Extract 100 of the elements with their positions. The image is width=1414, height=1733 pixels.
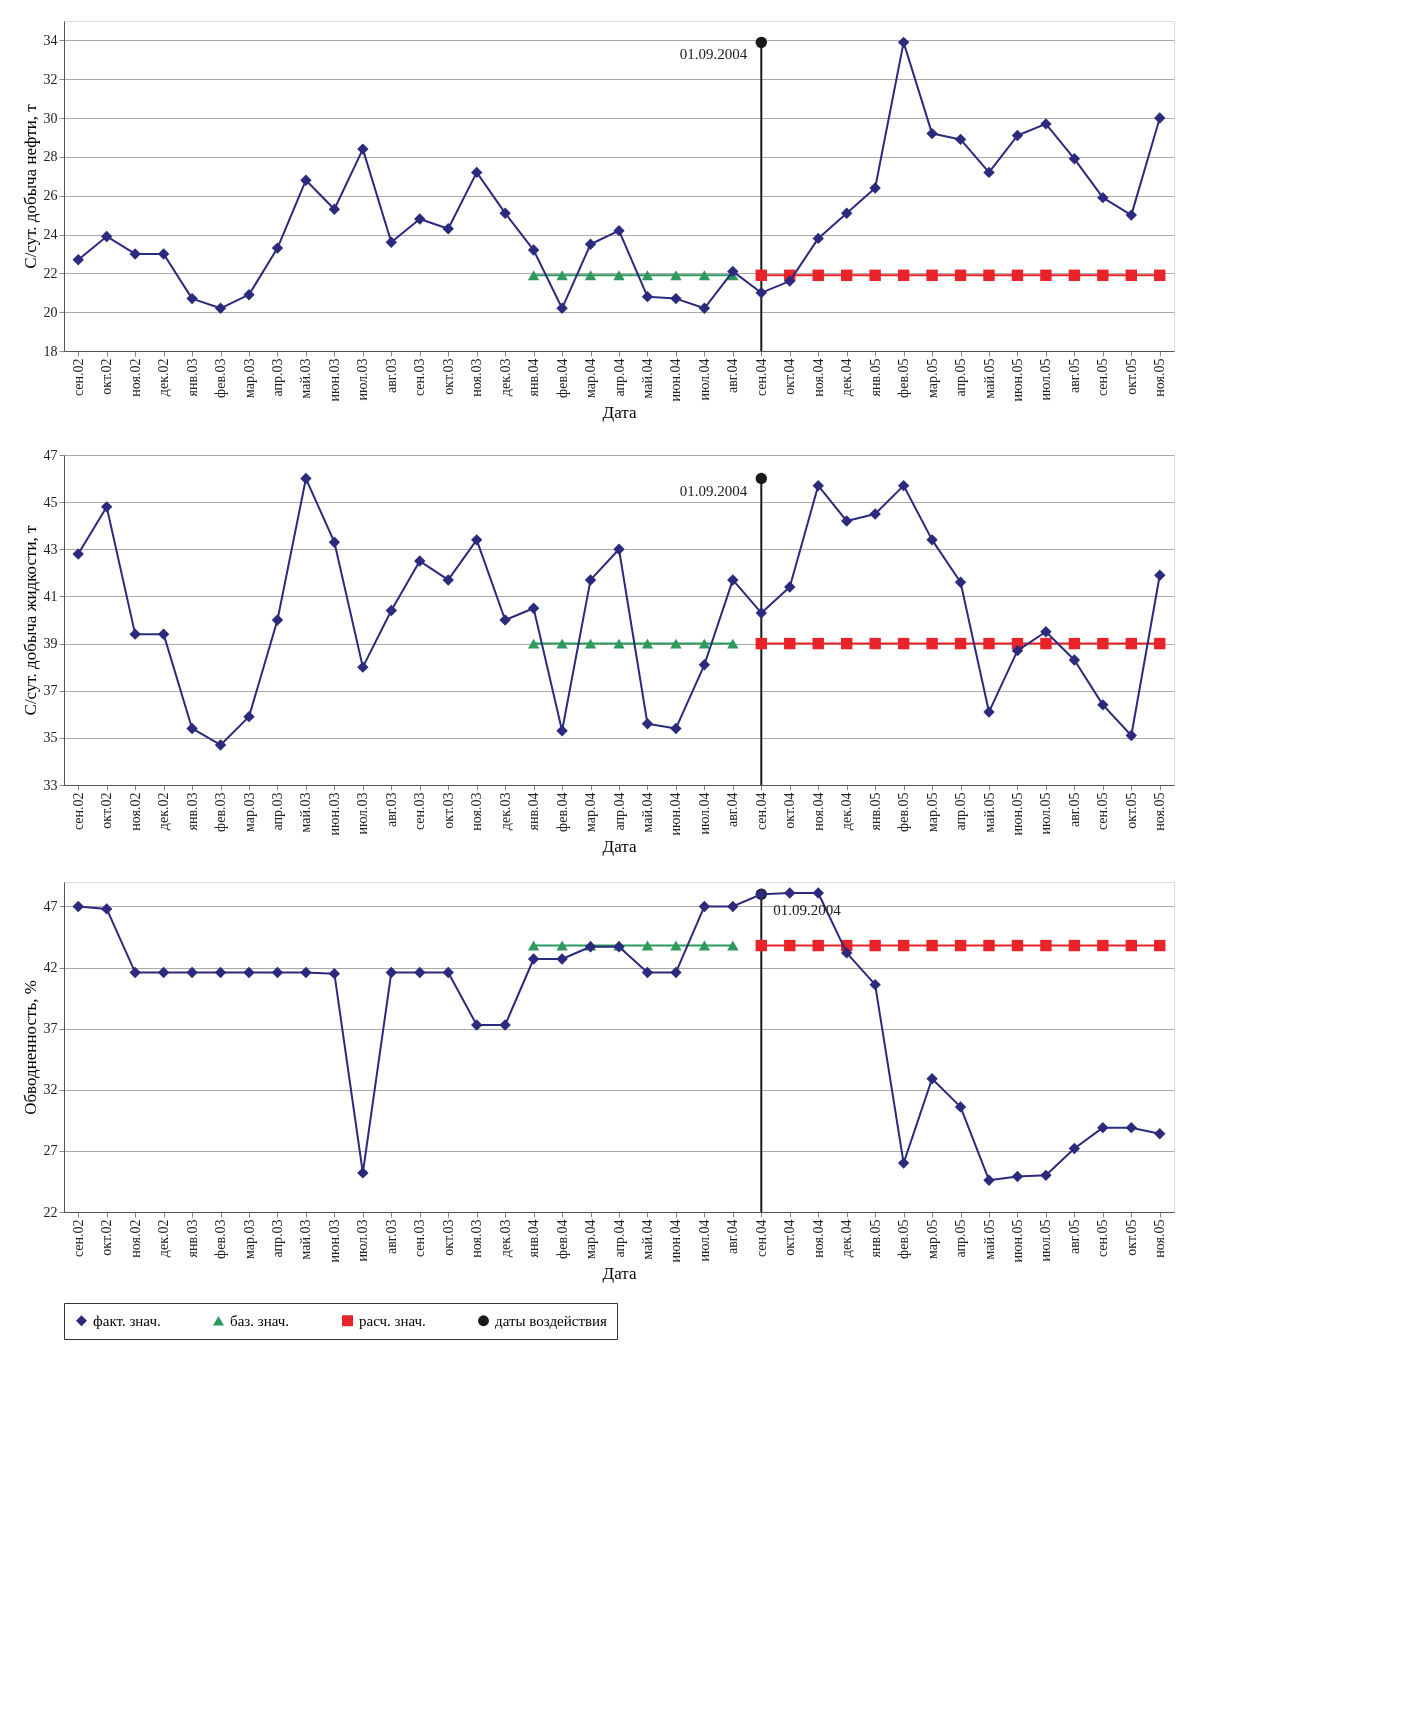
point — [727, 900, 739, 913]
point — [869, 637, 881, 650]
point — [698, 638, 711, 649]
point — [300, 174, 312, 186]
point — [100, 903, 113, 915]
x-tick-label: ноя.03 — [469, 1219, 485, 1258]
x-tick-label: фев.04 — [554, 1219, 570, 1259]
point — [755, 607, 768, 619]
y-tick-label: 28 — [43, 149, 58, 165]
x-tick-label: июл.03 — [355, 792, 371, 835]
point — [983, 166, 995, 179]
y-tick-label: 41 — [43, 588, 58, 604]
point — [556, 953, 568, 965]
point — [727, 638, 739, 649]
x-tick-label: апр.04 — [611, 358, 627, 397]
point — [271, 242, 284, 254]
x-tick-label: авг.05 — [1066, 792, 1082, 827]
x-tick-label: янв.05 — [867, 792, 883, 831]
x-tick-label: авг.03 — [383, 1219, 399, 1254]
point — [470, 166, 483, 179]
point — [527, 638, 540, 649]
point — [983, 637, 995, 650]
x-tick-label: окт.03 — [440, 358, 456, 395]
point — [869, 508, 881, 520]
x-tick-label: апр.05 — [953, 358, 969, 397]
x-tick-label: июл.04 — [696, 1219, 712, 1262]
x-tick-label: июн.04 — [668, 792, 684, 836]
point — [1068, 153, 1081, 165]
x-tick-label: окт.04 — [782, 1219, 798, 1256]
x-tick-label: дек.04 — [839, 358, 855, 397]
point — [897, 269, 910, 281]
x-tick-label: сен.04 — [753, 358, 769, 397]
x-tick-label: ноя.02 — [127, 792, 143, 831]
x-tick-label: сен.02 — [70, 792, 86, 831]
point — [357, 1167, 369, 1179]
point — [470, 534, 483, 546]
point — [527, 940, 540, 951]
annotation: 01.09.2004 — [679, 482, 748, 499]
point — [584, 638, 597, 649]
point — [812, 637, 824, 650]
point — [100, 230, 113, 243]
x-tick-label: дек.03 — [497, 358, 513, 397]
x-tick-label: фев.04 — [554, 792, 570, 832]
point — [129, 628, 141, 640]
x-tick-label: май.05 — [981, 358, 997, 399]
point — [784, 939, 796, 952]
point — [442, 223, 454, 235]
x-tick-label: сен.05 — [1095, 358, 1111, 397]
x-tick-label: дек.04 — [839, 792, 855, 831]
x-tick-label: июн.05 — [1009, 358, 1025, 402]
point — [897, 1157, 910, 1169]
x-tick-label: ноя.05 — [1152, 358, 1168, 397]
point — [414, 966, 426, 979]
point — [954, 637, 967, 650]
x-tick-label: июл.04 — [696, 358, 712, 401]
legend-label: факт. знач. — [93, 1312, 161, 1329]
x-tick-label: окт.02 — [99, 792, 115, 829]
x-tick-label: окт.05 — [1123, 1219, 1139, 1256]
x-tick-label: июн.03 — [326, 1219, 342, 1263]
point — [869, 939, 881, 952]
point — [840, 947, 853, 959]
point — [271, 966, 284, 979]
point — [1097, 637, 1109, 650]
point — [727, 574, 739, 586]
x-tick-label: мар.04 — [583, 1219, 599, 1259]
x-tick-label: авг.03 — [383, 792, 399, 827]
point — [186, 292, 198, 305]
point — [1068, 637, 1081, 650]
x-tick-label: ноя.02 — [127, 1219, 143, 1258]
y-tick-label: 24 — [43, 227, 58, 243]
y-tick-label: 42 — [43, 960, 58, 976]
y-tick-label: 22 — [43, 265, 58, 281]
x-tick-label: авг.05 — [1066, 358, 1082, 393]
point — [641, 270, 654, 281]
point — [1068, 1142, 1081, 1155]
point — [755, 637, 768, 650]
y-tick-label: 32 — [43, 1082, 58, 1098]
point — [983, 939, 995, 952]
point — [1154, 269, 1166, 281]
point — [527, 270, 540, 281]
x-tick-label: янв.03 — [184, 1219, 200, 1258]
point — [442, 966, 454, 979]
x-tick-label: авг.04 — [725, 1219, 741, 1254]
point — [1097, 699, 1109, 711]
point — [897, 637, 910, 650]
point — [670, 270, 682, 281]
point — [584, 270, 597, 281]
point — [784, 887, 796, 899]
point — [897, 939, 910, 952]
point — [1068, 939, 1081, 952]
x-tick-label: июл.05 — [1038, 1219, 1054, 1262]
x-tick-label: фев.05 — [896, 1219, 912, 1259]
x-tick-label: окт.03 — [440, 1219, 456, 1256]
x-tick-label: май.03 — [298, 792, 314, 833]
x-tick-label: апр.05 — [953, 792, 969, 831]
point — [1011, 644, 1024, 657]
point — [328, 203, 341, 215]
x-tick-label: июн.05 — [1009, 1219, 1025, 1263]
point — [72, 548, 84, 560]
x-tick-label: фев.03 — [213, 358, 229, 398]
